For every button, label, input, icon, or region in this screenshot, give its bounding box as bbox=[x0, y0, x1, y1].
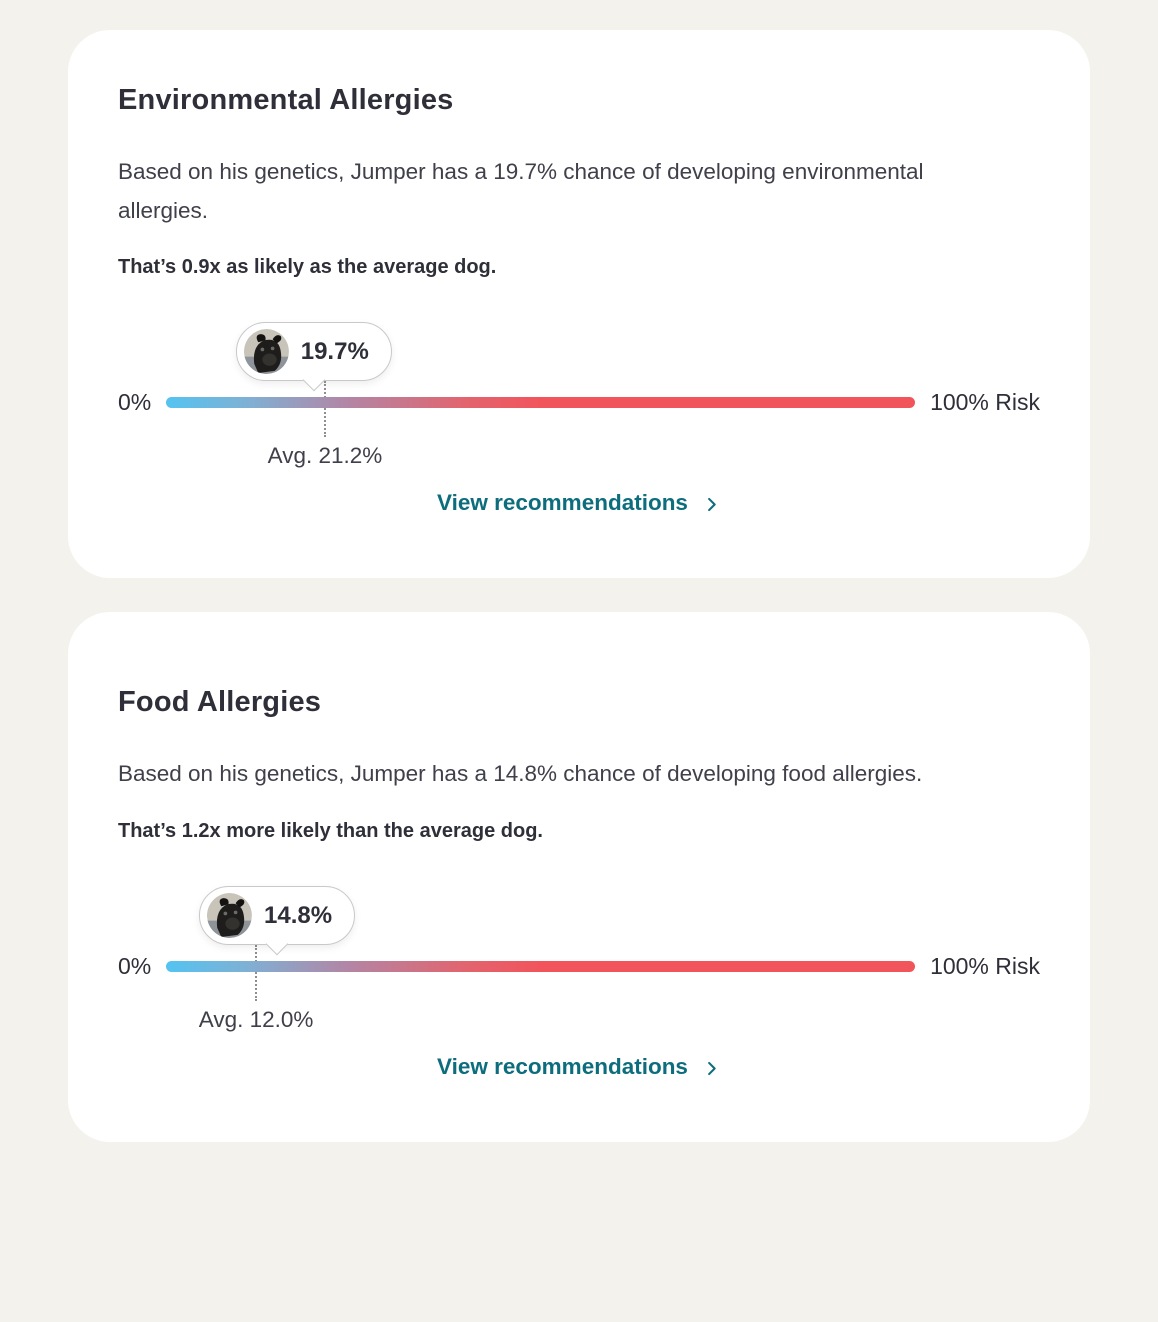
bar-min-label: 0% bbox=[118, 389, 152, 416]
link-row: View recommendations bbox=[118, 1054, 1040, 1080]
risk-track: 14.8% Avg. 12.0% bbox=[166, 886, 916, 1032]
risk-marker-bubble: 19.7% bbox=[235, 322, 392, 382]
likelihood-comparison: That’s 0.9x as likely as the average dog… bbox=[118, 256, 497, 279]
environmental-allergies-card: Environmental Allergies Based on his gen… bbox=[68, 30, 1090, 579]
risk-description: Based on his genetics, Jumper has a 19.7… bbox=[118, 159, 924, 223]
risk-value: 19.7% bbox=[300, 337, 369, 365]
view-recommendations-label: View recommendations bbox=[437, 1054, 688, 1080]
bar-min-label: 0% bbox=[118, 953, 152, 980]
avg-label: Avg. 21.2% bbox=[267, 443, 383, 469]
risk-gradient-bar bbox=[166, 397, 916, 409]
risk-marker: 14.8% bbox=[199, 886, 356, 956]
card-title: Environmental Allergies bbox=[118, 84, 454, 116]
risk-description: Based on his genetics, Jumper has a 14.8… bbox=[118, 761, 923, 787]
chevron-right-icon bbox=[702, 1058, 721, 1077]
view-recommendations-link[interactable]: View recommendations bbox=[437, 1054, 721, 1080]
likelihood-comparison: That’s 1.2x more likely than the average… bbox=[118, 820, 543, 843]
risk-gradient-bar bbox=[166, 961, 916, 973]
avg-dotted-line bbox=[323, 381, 326, 438]
avg-dotted-line bbox=[255, 945, 258, 1002]
card-title: Food Allergies bbox=[118, 686, 322, 719]
chevron-right-icon bbox=[702, 494, 721, 513]
avg-label: Avg. 12.0% bbox=[198, 1007, 314, 1033]
bar-max-label: 100% Risk bbox=[930, 389, 1040, 416]
risk-meter: 0% bbox=[118, 289, 1040, 476]
view-recommendations-label: View recommendations bbox=[437, 490, 688, 516]
risk-meter: 0% bbox=[118, 853, 1040, 1040]
dog-avatar bbox=[243, 329, 289, 375]
food-allergies-card: Food Allergies Based on his genetics, Ju… bbox=[68, 612, 1090, 1143]
bar-max-label: 100% Risk bbox=[930, 953, 1040, 980]
risk-bar-row: 0% bbox=[118, 322, 1040, 468]
view-recommendations-link[interactable]: View recommendations bbox=[437, 490, 721, 516]
link-row: View recommendations bbox=[118, 490, 1040, 516]
risk-marker: 19.7% bbox=[235, 322, 392, 392]
risk-track: 19.7% Avg. 21.2% bbox=[166, 322, 916, 468]
risk-bar-row: 0% bbox=[118, 886, 1040, 1032]
dog-avatar bbox=[207, 893, 253, 939]
risk-value: 14.8% bbox=[264, 901, 333, 929]
